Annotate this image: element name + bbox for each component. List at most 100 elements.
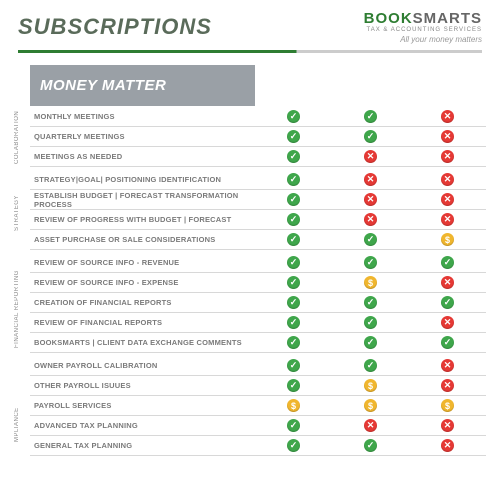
cross-icon — [441, 173, 454, 186]
table-title: MONEY MATTER — [30, 65, 255, 106]
cross-icon — [364, 193, 377, 206]
table-row: REVIEW OF SOURCE INFO - REVENUE — [30, 253, 486, 273]
table-row: QUARTERLY MEETINGS — [30, 127, 486, 147]
table-row: OTHER PAYROLL ISUUES — [30, 376, 486, 396]
plan-cell — [332, 416, 409, 435]
plan-cell — [255, 333, 332, 352]
check-icon — [364, 359, 377, 372]
category-labels-column: COLABORATIONSTRATEGYFINANCIAL REPORTINGM… — [14, 63, 30, 456]
check-icon — [287, 233, 300, 246]
table-row: ASSET PURCHASE OR SALE CONSIDERATIONS — [30, 230, 486, 250]
plan-cell — [255, 313, 332, 332]
plan-cell — [332, 253, 409, 272]
table-row: BOOKSMARTS | CLIENT DATA EXCHANGE COMMEN… — [30, 333, 486, 353]
plan-cell — [255, 107, 332, 126]
table-main: MONEY MATTER TRANSFORMATION INSIGHT STAN… — [30, 63, 486, 456]
plan-cell — [409, 293, 486, 312]
plan-cell — [409, 190, 486, 209]
check-icon — [287, 150, 300, 163]
plan-cell — [409, 273, 486, 292]
plan-cell — [332, 376, 409, 395]
feature-label: GENERAL TAX PLANNING — [30, 441, 255, 450]
plan-header-2: STANDARD — [409, 65, 486, 106]
plan-cell — [409, 416, 486, 435]
plan-cell — [332, 230, 409, 249]
feature-label: REVIEW OF SOURCE INFO - EXPENSE — [30, 278, 255, 287]
cross-icon — [441, 276, 454, 289]
plan-cell — [255, 396, 332, 415]
table-row: REVIEW OF PROGRESS WITH BUDGET | FORECAS… — [30, 210, 486, 230]
plan-cell — [332, 356, 409, 375]
plan-cell — [409, 230, 486, 249]
check-icon — [287, 213, 300, 226]
feature-label: REVIEW OF PROGRESS WITH BUDGET | FORECAS… — [30, 215, 255, 224]
logo-part1: BOOK — [364, 10, 413, 27]
feature-label: OTHER PAYROLL ISUUES — [30, 381, 255, 390]
cross-icon — [441, 110, 454, 123]
check-icon — [364, 336, 377, 349]
money-icon — [364, 276, 377, 289]
logo-part2: SMARTS — [413, 10, 482, 27]
plan-cell — [255, 293, 332, 312]
cross-icon — [441, 213, 454, 226]
cross-icon — [441, 193, 454, 206]
check-icon — [287, 193, 300, 206]
plan-cell — [332, 396, 409, 415]
check-icon — [287, 130, 300, 143]
check-icon — [287, 173, 300, 186]
table-row: MONTHLY MEETINGS — [30, 107, 486, 127]
feature-label: OWNER PAYROLL CALIBRATION — [30, 361, 255, 370]
check-icon — [287, 296, 300, 309]
plan-cell — [409, 396, 486, 415]
check-icon — [364, 439, 377, 452]
category-label: FINANCIAL REPORTING — [14, 259, 28, 359]
brand-logo: BOOKSMARTS TAX & ACCOUNTING SERVICES All… — [364, 10, 482, 44]
check-icon — [287, 256, 300, 269]
cross-icon — [441, 359, 454, 372]
cross-icon — [441, 150, 454, 163]
check-icon — [287, 419, 300, 432]
cross-icon — [364, 150, 377, 163]
plan-cell — [409, 313, 486, 332]
plan-cell — [409, 210, 486, 229]
page-header: SUBSCRIPTIONS BOOKSMARTS TAX & ACCOUNTIN… — [0, 0, 500, 48]
feature-label: REVIEW OF SOURCE INFO - REVENUE — [30, 258, 255, 267]
page-title: SUBSCRIPTIONS — [18, 14, 212, 40]
table-row: MEETINGS AS NEEDED — [30, 147, 486, 167]
plan-cell — [255, 253, 332, 272]
plan-cell — [255, 273, 332, 292]
plan-cell — [255, 436, 332, 455]
check-icon — [364, 233, 377, 246]
feature-label: MONTHLY MEETINGS — [30, 112, 255, 121]
cross-icon — [441, 130, 454, 143]
plan-cell — [332, 170, 409, 189]
table-row: CREATION OF FINANCIAL REPORTS — [30, 293, 486, 313]
feature-label: PAYROLL SERVICES — [30, 401, 255, 410]
feature-label: ASSET PURCHASE OR SALE CONSIDERATIONS — [30, 235, 255, 244]
money-icon — [441, 233, 454, 246]
plan-cell — [332, 436, 409, 455]
check-icon — [441, 256, 454, 269]
plan-cell — [332, 190, 409, 209]
plan-header-1: INSIGHT — [332, 65, 409, 106]
plan-cell — [255, 230, 332, 249]
plan-cell — [332, 210, 409, 229]
category-label: MPLIANCE — [14, 365, 28, 485]
plan-cell — [409, 253, 486, 272]
feature-label: STRATEGY|GOAL| POSITIONING IDENTIFICATIO… — [30, 175, 255, 184]
cross-icon — [364, 173, 377, 186]
plan-cell — [255, 170, 332, 189]
check-icon — [364, 110, 377, 123]
check-icon — [364, 256, 377, 269]
plan-cell — [332, 333, 409, 352]
check-icon — [287, 276, 300, 289]
plan-cell — [255, 210, 332, 229]
check-icon — [287, 316, 300, 329]
cross-icon — [441, 316, 454, 329]
category-label: COLABORATION — [14, 107, 28, 167]
logo-tagline: All your money matters — [364, 35, 482, 44]
table-row: REVIEW OF FINANCIAL REPORTS — [30, 313, 486, 333]
table-header-row: MONEY MATTER TRANSFORMATION INSIGHT STAN… — [30, 63, 486, 107]
table-row: STRATEGY|GOAL| POSITIONING IDENTIFICATIO… — [30, 170, 486, 190]
plan-cell — [409, 170, 486, 189]
